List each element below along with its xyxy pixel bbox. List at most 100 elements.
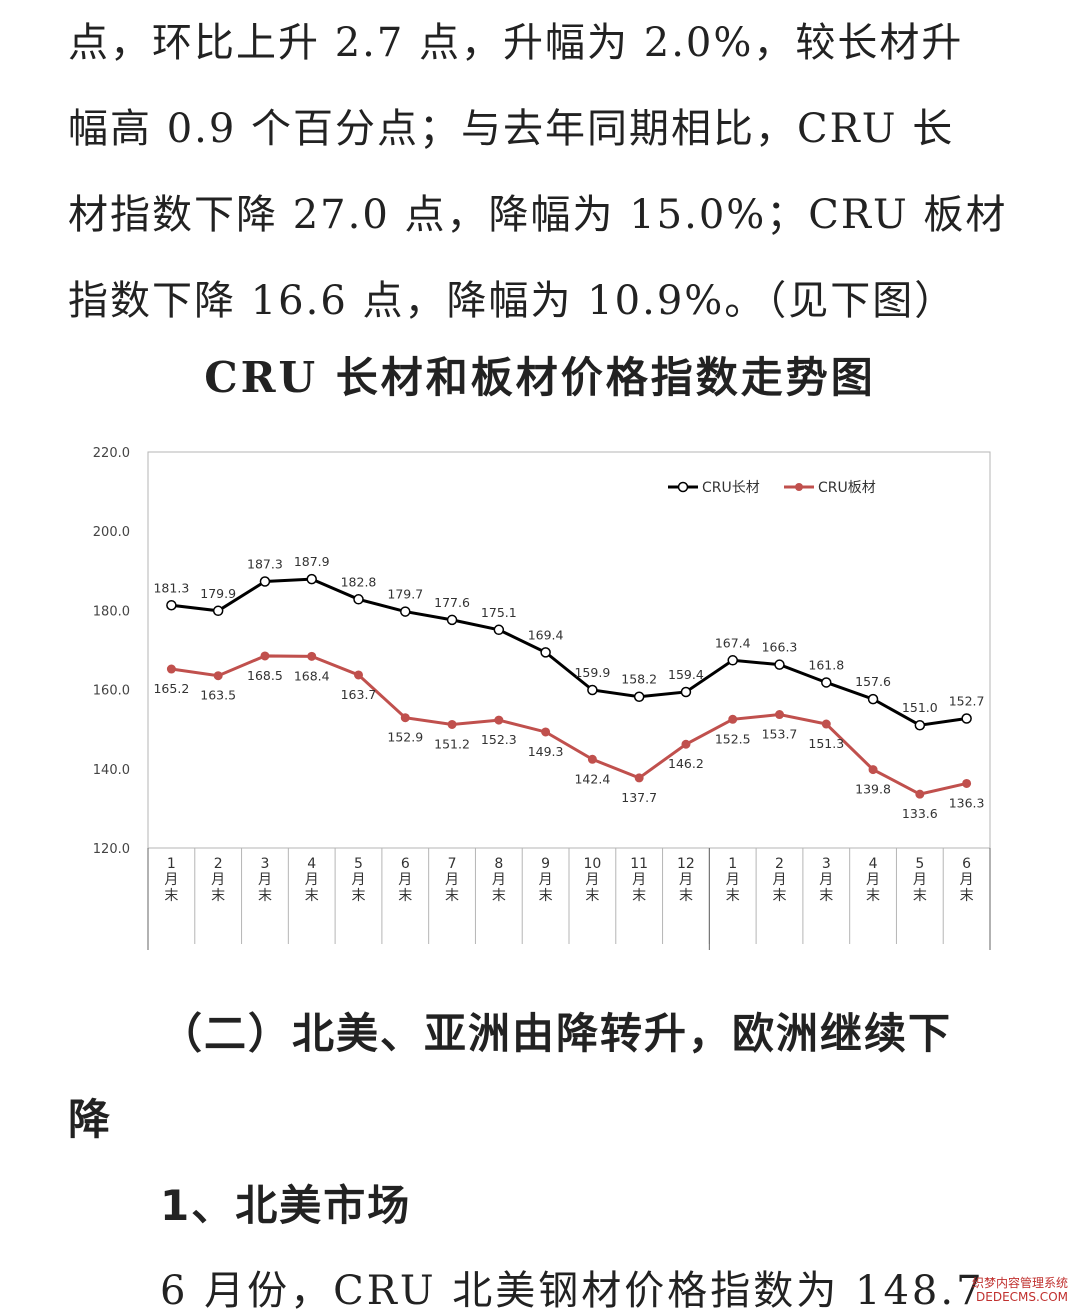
long-steel-data-label: 157.6 (855, 674, 891, 689)
long-steel-data-label: 159.4 (668, 667, 704, 682)
legend-marker (677, 481, 689, 493)
flat-steel-data-label: 136.3 (949, 795, 985, 810)
x-tick-label: 6 月末 (960, 856, 974, 904)
long-steel-point (914, 719, 926, 731)
y-tick-label: 160.0 (93, 684, 130, 699)
long-steel-data-label: 181.3 (153, 580, 189, 595)
long-steel-data-label: 187.9 (294, 554, 330, 569)
x-tick-label: 4 月末 (866, 856, 880, 904)
x-tick-label: 5 月末 (352, 856, 366, 904)
x-tick-label: 8 月末 (492, 856, 506, 904)
long-steel-data-label: 151.0 (902, 700, 938, 715)
flat-steel-data-label: 163.7 (341, 687, 377, 702)
long-steel-point (867, 693, 879, 705)
x-tick-label: 2 月末 (211, 856, 225, 904)
x-tick-label: 5 月末 (913, 856, 927, 904)
long-steel-point (961, 713, 972, 724)
x-tick-label: 3 月末 (258, 856, 272, 904)
watermark-line-2: DEDECMS.COM (976, 1290, 1068, 1304)
y-tick-label: 120.0 (93, 842, 130, 857)
legend-label: CRU板材 (818, 480, 876, 496)
long-steel-point (493, 624, 505, 636)
x-tick-label: 12 月末 (677, 856, 695, 904)
chart-title: CRU 长材和板材价格指数走势图 (204, 353, 876, 402)
flat-steel-point (634, 773, 644, 783)
intro-line-4: 指数下降 16.6 点，降幅为 10.9%。（见下图） (68, 278, 957, 324)
x-tick-label: 3 月末 (819, 856, 833, 904)
long-steel-data-label: 169.4 (528, 627, 564, 642)
x-tick-label: 10 月末 (583, 856, 601, 904)
flat-steel-data-label: 152.3 (481, 732, 517, 747)
long-steel-point (212, 605, 224, 617)
sub-heading: 1、北美市场 (160, 1181, 412, 1230)
flat-steel-point (541, 727, 551, 737)
long-steel-point (774, 659, 785, 670)
intro-line-1: 点，环比上升 2.7 点，升幅为 2.0%，较长材升 (68, 20, 964, 66)
flat-steel-point (400, 713, 410, 723)
flat-steel-data-label: 151.3 (808, 736, 844, 751)
long-steel-data-label: 175.1 (481, 605, 517, 620)
long-steel-point (166, 600, 177, 611)
flat-steel-data-label: 133.6 (902, 806, 938, 821)
flat-steel-data-label: 153.7 (762, 727, 798, 742)
x-tick-label: 6 月末 (398, 856, 412, 904)
y-tick-label: 180.0 (93, 604, 130, 619)
body-text-line: 6 月份，CRU 北美钢材价格指数为 148.7 (160, 1268, 985, 1314)
long-steel-point (446, 614, 458, 626)
intro-line-2: 幅高 0.9 个百分点；与去年同期相比，CRU 长 (68, 106, 955, 152)
intro-line-3: 材指数下降 27.0 点，降幅为 15.0%；CRU 板材 (68, 192, 1008, 238)
flat-steel-point (915, 789, 925, 799)
legend-marker (795, 483, 803, 491)
flat-steel-point (962, 778, 972, 788)
long-steel-point (587, 684, 598, 696)
long-steel-data-label: 166.3 (762, 640, 798, 655)
flat-steel-point (447, 719, 457, 729)
y-tick-label: 220.0 (93, 446, 130, 461)
long-steel-data-label: 167.4 (715, 635, 751, 650)
long-steel-line (171, 577, 967, 727)
x-tick-label: 2 月末 (773, 856, 787, 904)
long-steel-data-label: 182.8 (341, 574, 377, 589)
x-tick-label: 4 月末 (305, 856, 319, 904)
flat-steel-point (354, 670, 363, 680)
flat-steel-data-label: 151.2 (434, 736, 470, 751)
section-heading-line-1: （二）北美、亚洲由降转升，欧洲继续下 (160, 1009, 953, 1058)
flat-steel-point (775, 710, 784, 720)
flat-steel-data-label: 137.7 (621, 790, 657, 805)
flat-steel-data-label: 152.5 (715, 731, 751, 746)
site-watermark: 织梦内容管理系统 DEDECMS.COM (972, 1276, 1068, 1304)
flat-steel-line (171, 654, 967, 796)
x-tick-label: 1 月末 (164, 856, 178, 904)
long-steel-data-label: 161.8 (808, 657, 844, 672)
flat-steel-data-label: 152.9 (387, 730, 423, 745)
long-steel-data-label: 179.9 (200, 586, 236, 601)
long-steel-point (727, 655, 738, 666)
long-steel-data-label: 152.7 (949, 694, 985, 709)
long-steel-point (259, 576, 271, 587)
long-steel-data-label: 158.2 (621, 672, 657, 687)
flat-steel-point (587, 754, 597, 764)
long-steel-point (353, 594, 364, 605)
long-steel-point (400, 606, 411, 617)
price-index-chart: 220.0200.0180.0160.0140.0120.02019年2020年… (93, 446, 991, 950)
y-tick-label: 200.0 (93, 525, 130, 540)
flat-steel-point (728, 714, 738, 724)
flat-steel-point (681, 739, 691, 749)
flat-steel-data-label: 139.8 (855, 782, 891, 797)
intro-paragraph: 点，环比上升 2.7 点，升幅为 2.0%，较长材升 幅高 0.9 个百分点；与… (68, 0, 1014, 344)
flat-steel-data-label: 163.5 (200, 688, 236, 703)
long-steel-point (633, 691, 645, 702)
flat-steel-data-label: 142.4 (574, 771, 610, 786)
long-steel-data-label: 159.9 (574, 665, 610, 680)
long-steel-point (821, 677, 832, 688)
long-steel-data-label: 179.7 (387, 587, 423, 602)
flat-steel-data-label: 146.2 (668, 756, 704, 771)
long-steel-point (540, 647, 551, 658)
watermark-line-1: 织梦内容管理系统 (971, 1276, 1068, 1290)
flat-steel-data-label: 165.2 (153, 681, 189, 696)
flat-steel-point (307, 651, 317, 661)
y-tick-label: 140.0 (93, 763, 130, 778)
flat-steel-data-label: 168.5 (247, 668, 283, 683)
long-steel-point (306, 573, 317, 585)
section-heading-line-2: 降 (68, 1095, 113, 1144)
